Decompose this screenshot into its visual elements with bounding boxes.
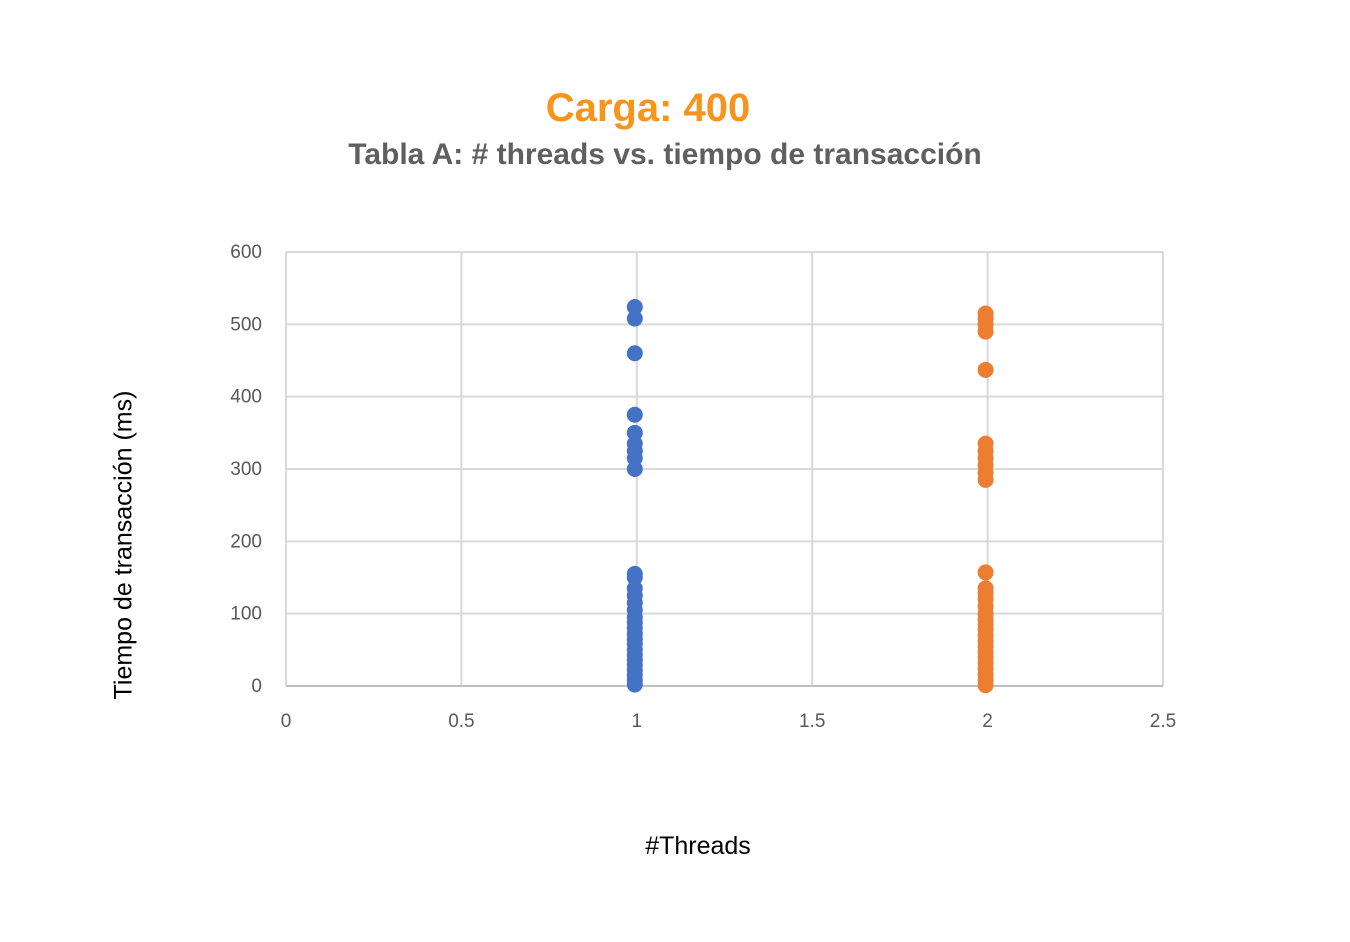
data-point [626, 345, 643, 362]
x-tick-label: 2 [982, 711, 993, 732]
x-tick-label: 0.5 [448, 711, 474, 732]
x-tick-label: 1.5 [799, 711, 825, 732]
data-point [626, 310, 643, 327]
x-tick-labels: 0 0.5 1 1.5 2 2.5 [281, 711, 1177, 732]
data-point [977, 471, 994, 488]
y-tick-label: 300 [230, 459, 262, 480]
data-point [626, 676, 643, 693]
y-tick-label: 100 [230, 604, 262, 625]
data-points [626, 298, 994, 694]
data-point [977, 323, 994, 340]
y-tick-label: 600 [230, 242, 262, 263]
data-point [977, 564, 994, 581]
data-point [626, 298, 643, 315]
chart-title: Carga: 400 [545, 86, 751, 130]
x-tick-label: 0 [281, 711, 292, 732]
y-tick-label: 400 [230, 387, 262, 408]
y-tick-label: 200 [230, 531, 262, 552]
y-tick-labels: 0 100 200 300 400 500 600 [230, 242, 262, 697]
y-tick-label: 0 [251, 676, 262, 697]
data-point [626, 461, 643, 477]
x-tick-label: 1 [632, 711, 643, 732]
data-point [977, 361, 994, 378]
x-axis-label: #Threads [645, 832, 751, 860]
chart-subtitle: Tabla A: # threads vs. tiempo de transac… [348, 138, 982, 171]
data-point [977, 677, 994, 694]
y-tick-label: 500 [230, 314, 262, 335]
grid-lines [285, 251, 1164, 687]
data-point [626, 406, 643, 423]
x-tick-label: 2.5 [1150, 711, 1176, 732]
